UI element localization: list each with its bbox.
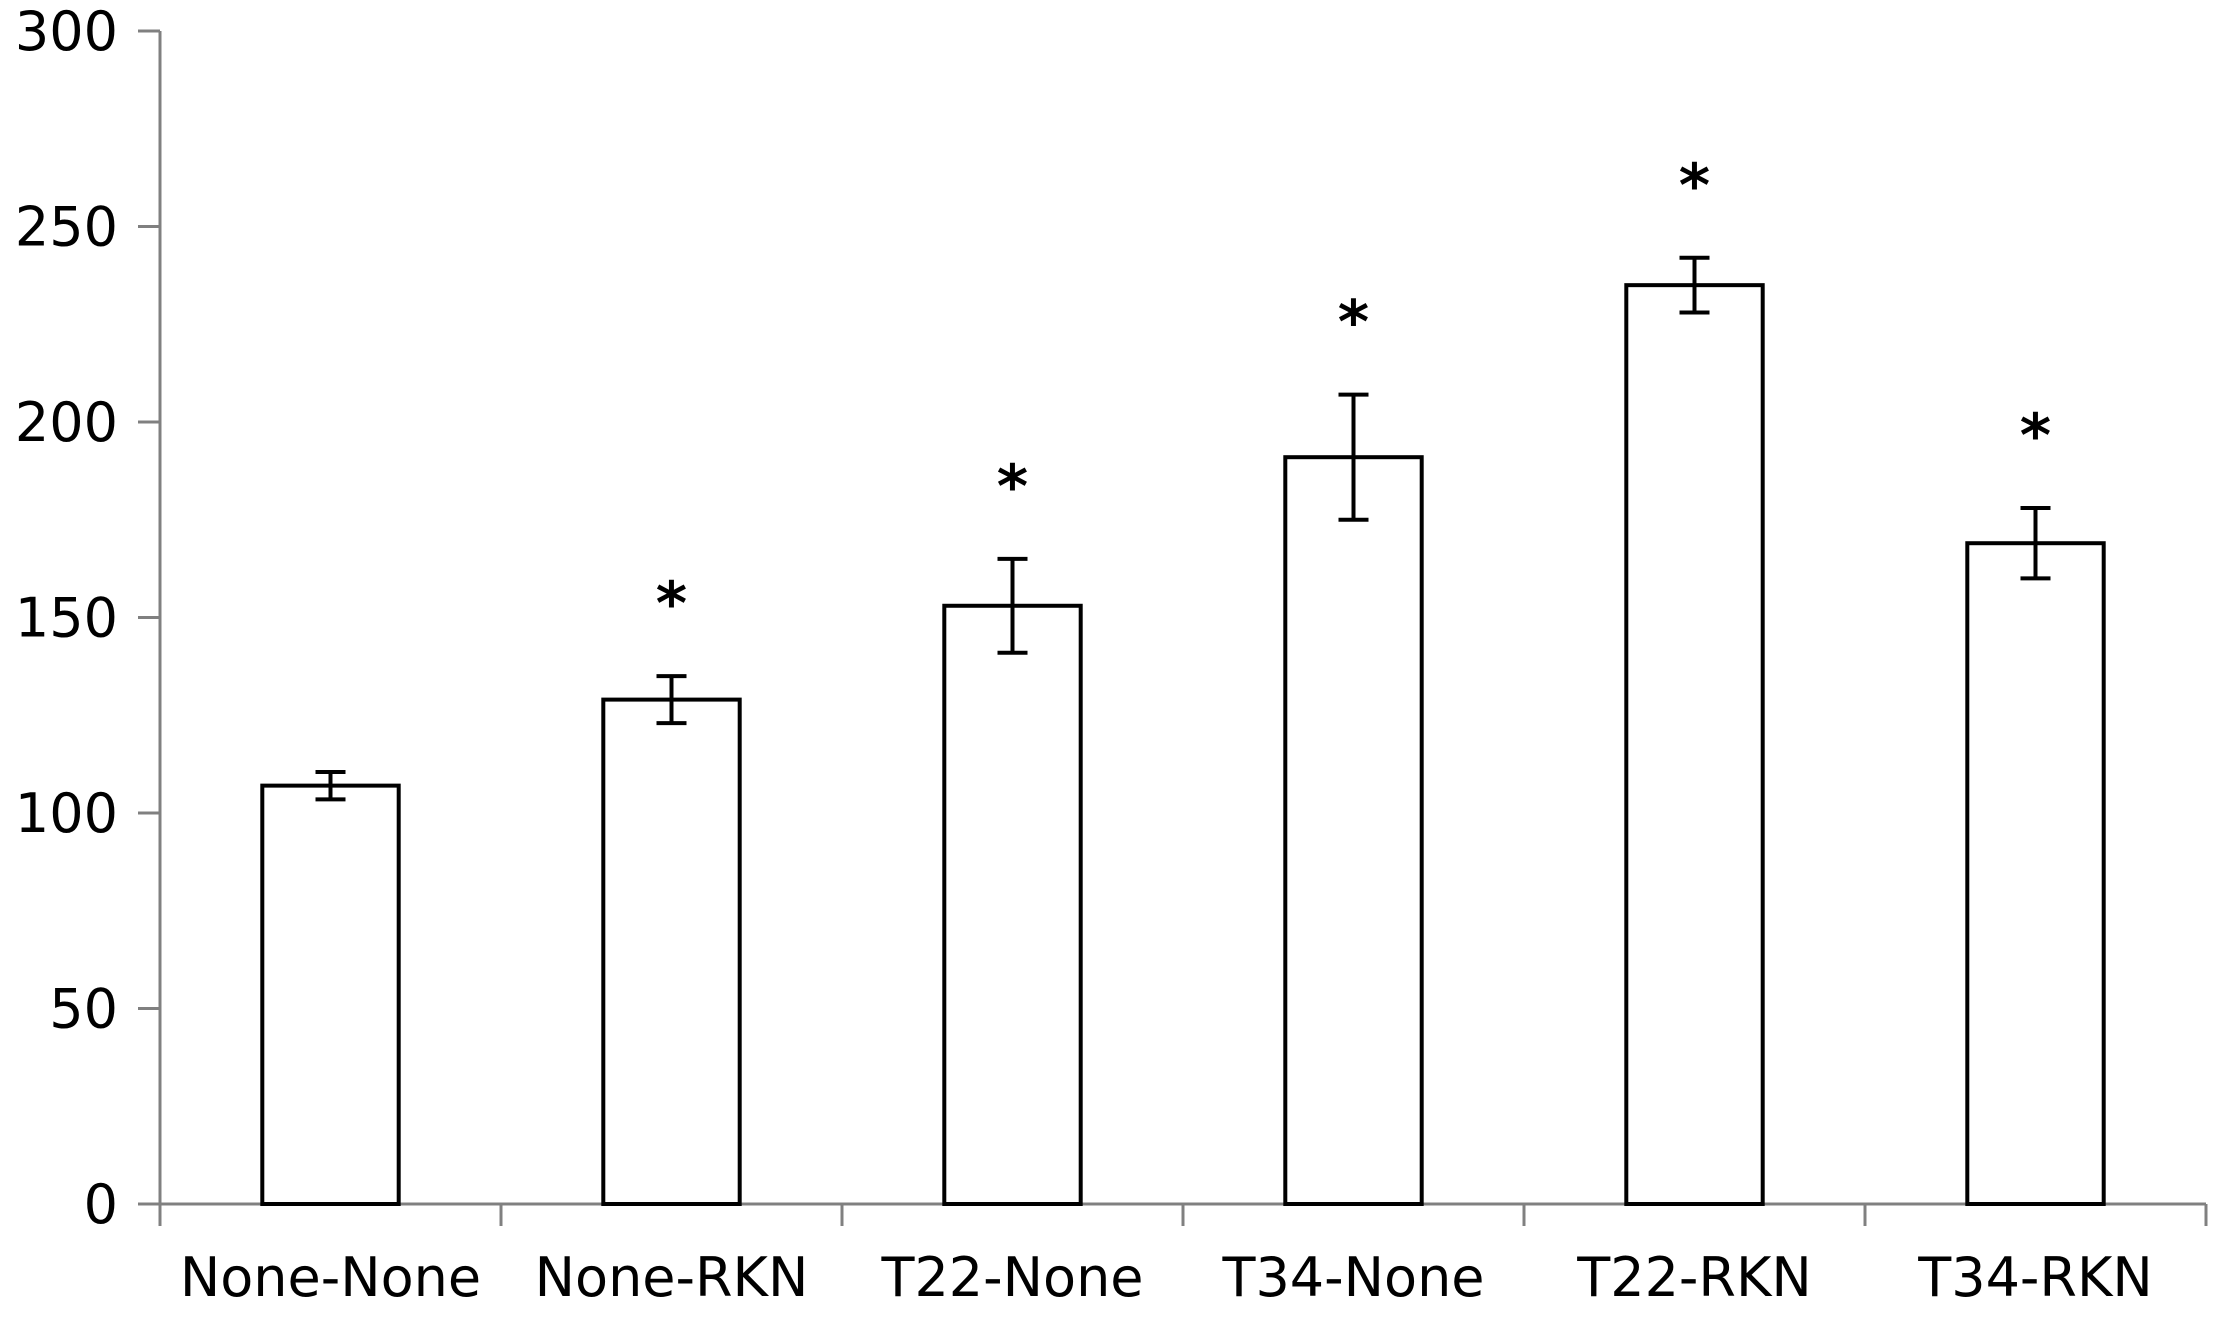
bar: [1624, 283, 1765, 1206]
bar: [1283, 455, 1424, 1206]
bar-group-t22-rkn: * T22-RKN: [1576, 151, 1812, 1309]
y-tick-label: 0: [84, 1173, 118, 1236]
x-category-label: None-None: [180, 1246, 481, 1309]
y-tick-label: 100: [15, 782, 118, 845]
y-tick-label: 300: [15, 0, 118, 63]
x-category-label: T34-RKN: [1917, 1246, 2153, 1309]
bar: [601, 697, 742, 1206]
x-category-label: T22-RKN: [1576, 1246, 1812, 1309]
significance-marker: *: [2020, 401, 2051, 471]
significance-marker: *: [1338, 288, 1369, 358]
bar: [260, 783, 401, 1206]
bar: [1965, 541, 2106, 1206]
x-category-label: None-RKN: [535, 1246, 809, 1309]
bar-group-none-none: None-None: [180, 769, 481, 1309]
y-tick-label: 150: [15, 587, 118, 650]
x-category-label: T22-None: [880, 1246, 1143, 1309]
bar: [942, 603, 1083, 1206]
y-tick-label: 50: [49, 978, 118, 1041]
bar-group-t34-rkn: * T34-RKN: [1917, 401, 2153, 1309]
significance-marker: *: [1679, 151, 1710, 221]
bar-group-t34-none: * T34-None: [1221, 288, 1484, 1309]
x-axis: [158, 1202, 2208, 1226]
significance-marker: *: [997, 452, 1028, 522]
bars: None-None * None-RKN * T22-None * T34-None * T22…: [180, 151, 2153, 1309]
y-tick-label: 250: [15, 196, 118, 259]
y-tick-label: 200: [15, 391, 118, 454]
bar-group-none-rkn: * None-RKN: [535, 569, 809, 1309]
y-axis: 0 50 100 150 200 250 300: [15, 0, 162, 1236]
significance-marker: *: [656, 569, 687, 639]
x-category-label: T34-None: [1221, 1246, 1484, 1309]
bar-group-t22-none: * T22-None: [880, 452, 1143, 1309]
